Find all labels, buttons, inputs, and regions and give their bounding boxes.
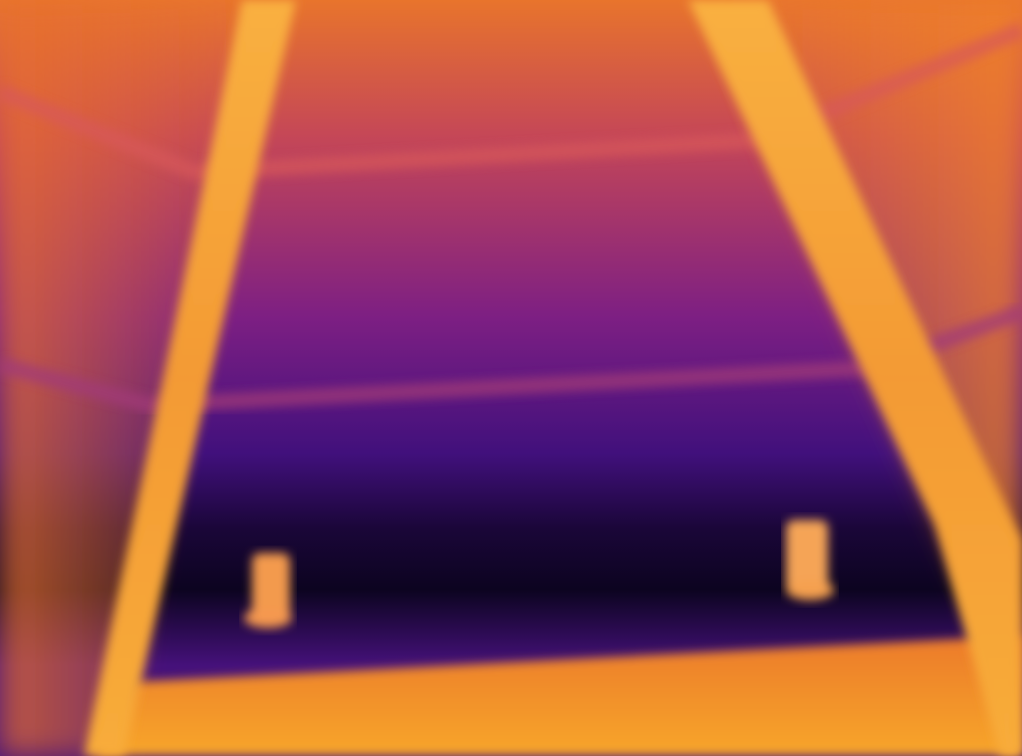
right-beam [688,0,1022,756]
light-left [244,553,292,628]
light-right [786,520,834,600]
ceiling-beam [0,304,1022,414]
floor [95,636,1022,756]
left-wall [0,0,250,756]
left-beam [84,0,296,756]
ceiling-beam [0,22,1022,181]
